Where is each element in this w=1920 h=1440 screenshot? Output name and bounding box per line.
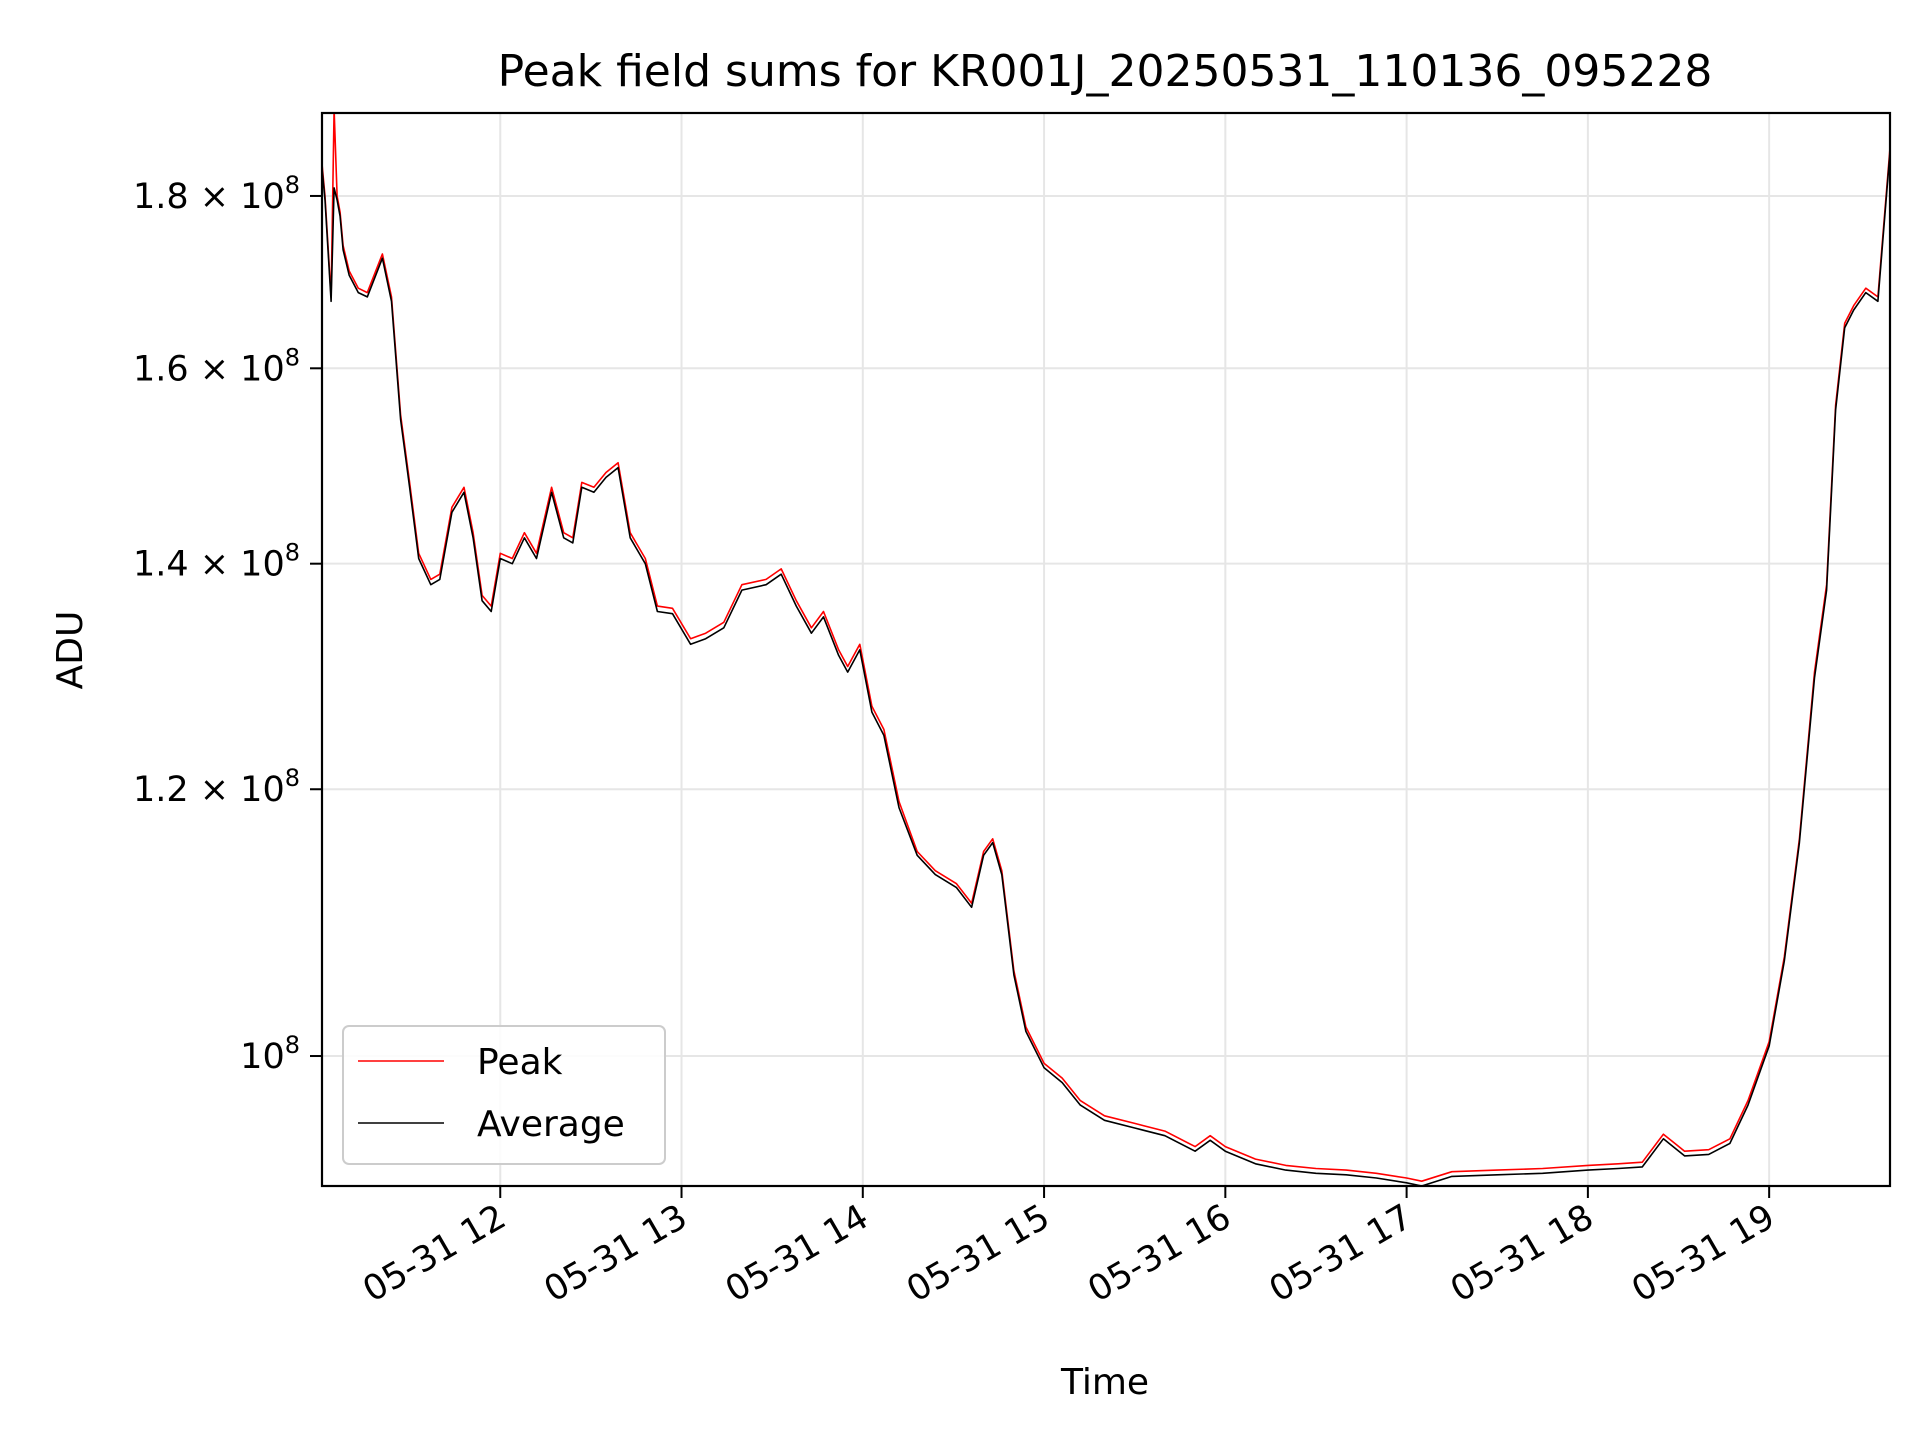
series-line-average [322, 151, 1890, 1186]
y-axis-label: ADU [50, 611, 91, 690]
y-tick-label: 1.2 × 108 [133, 764, 300, 810]
y-axis: 108 1.2 × 108 1.4 × 108 1.6 × 108 1.8 × 108 [133, 171, 322, 1077]
legend-label-peak: Peak [477, 1042, 563, 1083]
plot-frame [320, 111, 1892, 1188]
y-tick-label: 108 [240, 1031, 300, 1077]
legend-label-average: Average [477, 1104, 625, 1145]
y-tick-label: 1.4 × 108 [133, 539, 300, 585]
x-axis-label: Time [1060, 1362, 1149, 1403]
grid [322, 113, 1890, 1186]
legend: Peak Average [342, 1025, 666, 1165]
series-layer [322, 113, 1890, 1186]
series-line-peak [322, 113, 1890, 1182]
y-tick-label: 1.6 × 108 [133, 343, 300, 389]
y-tick-label: 1.8 × 108 [133, 171, 300, 217]
chart-title: Peak field sums for KR001J_20250531_1101… [498, 46, 1713, 97]
